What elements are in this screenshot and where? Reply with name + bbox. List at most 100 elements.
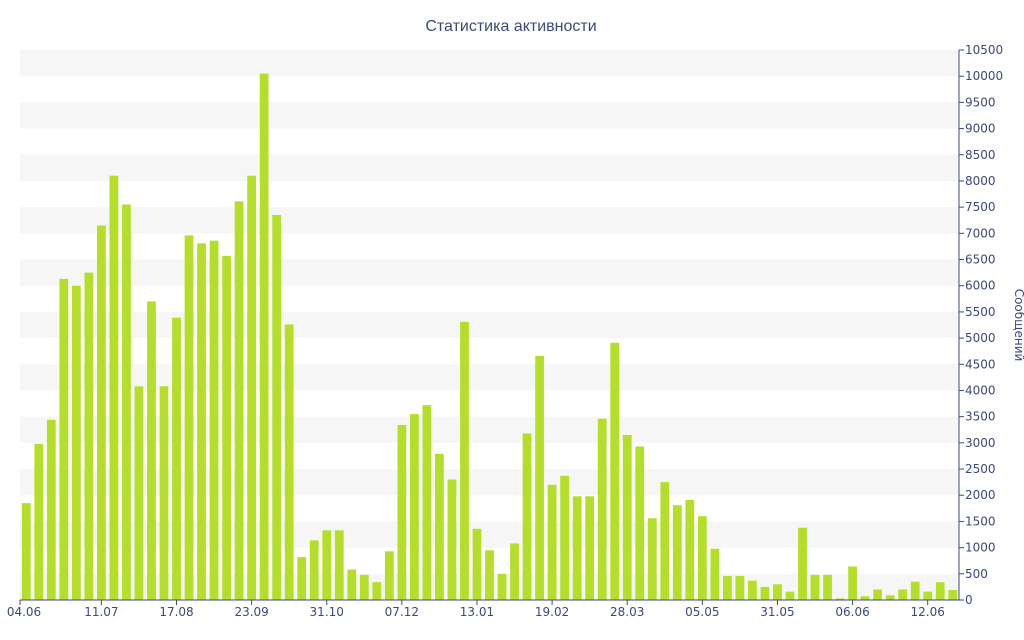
bar [209, 240, 219, 601]
y-tick-label: 5500 [965, 305, 996, 319]
y-tick-label: 500 [965, 567, 988, 581]
x-tick-label: 31.10 [310, 605, 344, 619]
bar [410, 414, 419, 600]
bar [735, 575, 745, 600]
bar [397, 425, 407, 600]
x-tick-label: 12.06 [911, 605, 945, 619]
bar [585, 496, 595, 600]
x-tick-label: 31.05 [760, 605, 794, 619]
bar [334, 530, 344, 600]
grid-band [20, 311, 959, 339]
bar [297, 557, 307, 600]
bar [284, 324, 294, 600]
bar-series [21, 73, 958, 601]
y-axis-ticks: 0 500 1000 1500 2000 2500 3000 3500 4000 4500 5000… [959, 43, 1003, 607]
bar [710, 548, 720, 600]
bar [798, 527, 807, 600]
bar [84, 272, 94, 600]
bar [898, 589, 908, 600]
bar [885, 595, 895, 600]
bar [347, 569, 357, 600]
bar [773, 584, 782, 600]
bar [460, 321, 469, 600]
x-tick-label: 05.05 [685, 605, 719, 619]
bar [372, 582, 382, 600]
y-tick-label: 10500 [965, 43, 1003, 57]
chart-title: Статистика активности [425, 18, 596, 35]
y-tick-label: 2000 [965, 488, 996, 502]
bar [472, 528, 482, 600]
x-tick-label: 11.07 [84, 605, 118, 619]
bar [21, 503, 31, 600]
bar [522, 433, 532, 600]
x-tick-label: 19.02 [535, 605, 569, 619]
bar [359, 574, 369, 600]
grid-band [20, 154, 959, 181]
bar [222, 255, 231, 601]
x-tick-label: 17.08 [159, 605, 193, 619]
bar [535, 355, 544, 600]
y-tick-label: 1500 [965, 514, 996, 528]
y-tick-label: 3000 [965, 436, 996, 450]
bar [748, 580, 757, 600]
bar [685, 499, 695, 600]
bar [134, 386, 144, 600]
x-tick-label: 13.01 [460, 605, 494, 619]
bar [823, 574, 832, 600]
bar [697, 516, 707, 600]
bar [835, 598, 845, 600]
bar [172, 317, 181, 600]
bar [760, 586, 770, 600]
y-tick-label: 2500 [965, 462, 996, 476]
grid-band [20, 207, 959, 234]
y-tick-label: 8500 [965, 148, 996, 162]
bar [147, 301, 156, 600]
bar [272, 215, 282, 600]
bar [384, 551, 394, 600]
bar [122, 204, 131, 600]
y-tick-label: 7000 [965, 226, 996, 240]
bar [610, 342, 620, 600]
bar [723, 575, 732, 600]
bar [59, 278, 69, 600]
bar [159, 386, 169, 600]
bar [435, 453, 444, 600]
y-tick-label: 6500 [965, 253, 996, 267]
bar [785, 591, 795, 600]
bar [247, 175, 256, 600]
x-tick-label: 28.03 [610, 605, 644, 619]
bar [309, 540, 319, 600]
bar [259, 73, 269, 600]
bar [560, 475, 569, 600]
bar [635, 446, 645, 600]
x-tick-label: 07.12 [385, 605, 419, 619]
bar [910, 581, 920, 600]
bar [572, 496, 582, 600]
y-axis-label: Сообщений [1012, 289, 1024, 362]
bar [109, 175, 119, 600]
y-tick-label: 9000 [965, 122, 996, 136]
y-tick-label: 3500 [965, 410, 996, 424]
bar [71, 285, 81, 600]
y-tick-label: 4000 [965, 383, 996, 397]
bar [510, 543, 519, 600]
bar [422, 405, 432, 600]
bar [622, 435, 632, 600]
bar [948, 590, 958, 600]
x-tick-label: 06.06 [835, 605, 869, 619]
bar [860, 596, 870, 600]
bar [184, 235, 194, 600]
y-tick-label: 9500 [965, 95, 996, 109]
y-tick-label: 0 [965, 593, 973, 607]
bar [322, 530, 332, 600]
bar [485, 550, 494, 600]
bar [660, 482, 670, 600]
bar [672, 505, 682, 600]
bar [935, 582, 945, 600]
x-tick-label: 04.06 [7, 605, 41, 619]
y-tick-label: 10000 [965, 69, 1003, 83]
bar [873, 589, 882, 600]
y-tick-label: 1000 [965, 541, 996, 555]
bar [848, 566, 857, 600]
